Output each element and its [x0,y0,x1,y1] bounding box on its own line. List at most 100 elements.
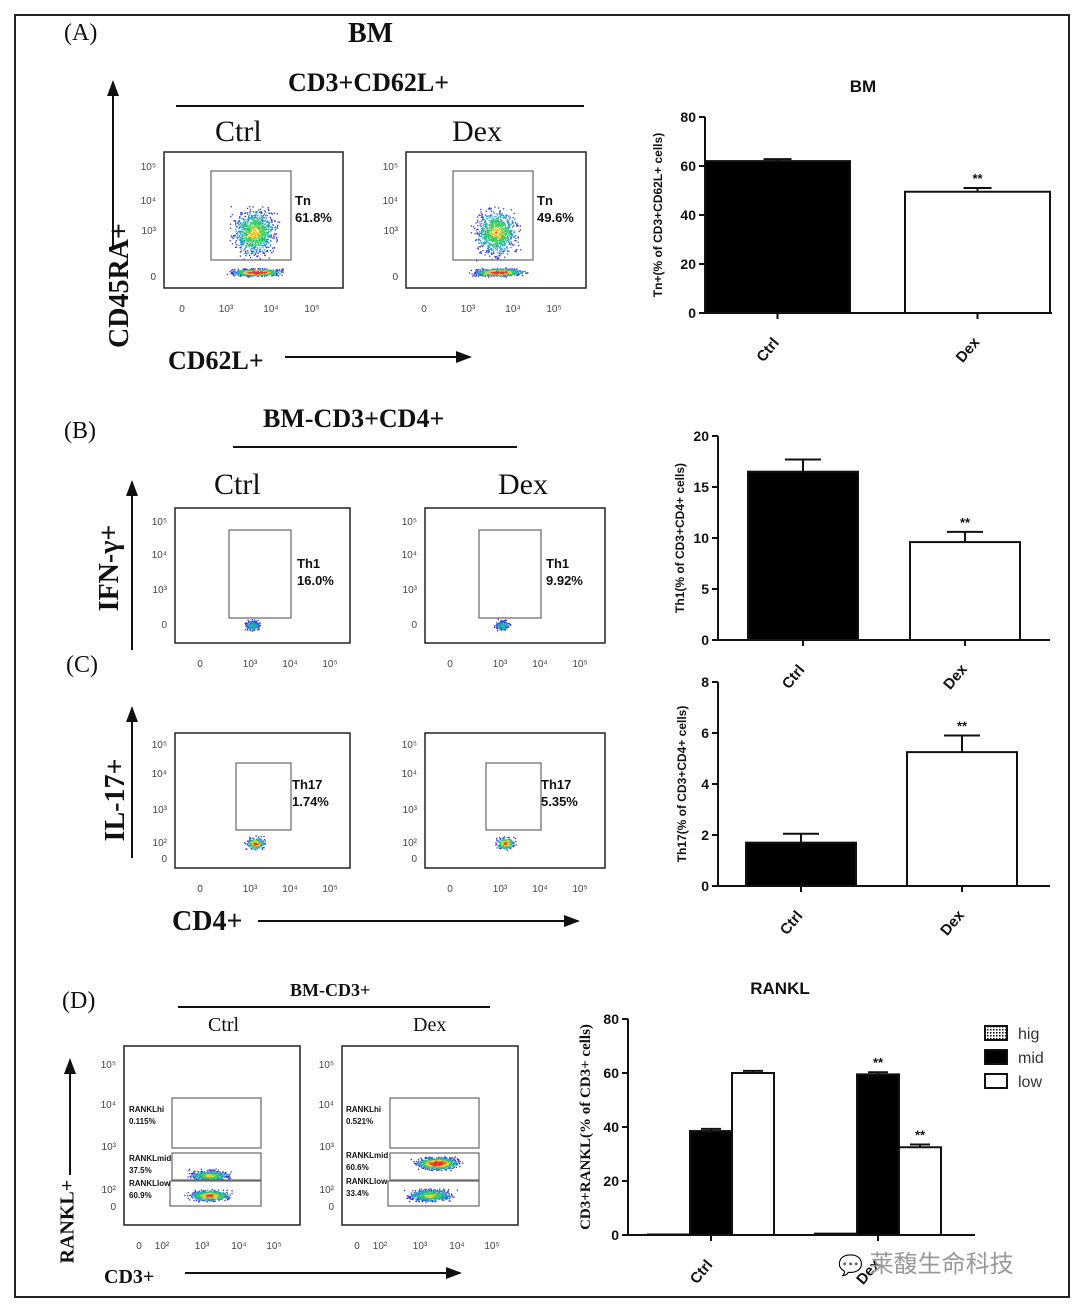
event-dot [478,273,480,276]
event-dot [505,269,507,272]
event-dot [263,843,265,846]
event-dot [211,1175,213,1177]
event-dot [256,219,259,221]
event-dot [233,270,235,273]
event-dot [489,215,491,218]
event-dot [507,226,509,229]
event-dot [219,1178,221,1180]
event-dot [202,1171,204,1173]
event-dot [265,274,267,276]
event-dot [516,274,518,277]
event-dot [249,843,251,845]
event-dot [507,273,510,275]
event-dot [248,254,251,257]
event-dot [212,1168,214,1171]
event-dot [250,229,252,231]
event-dot [497,274,499,276]
event-dot [496,247,499,249]
event-dot [510,274,512,276]
event-dot [222,1189,225,1192]
event-dot [507,222,509,224]
event-dot [496,244,498,247]
event-dot [505,267,507,269]
event-dot [500,219,503,221]
event-dot [263,220,265,222]
panel-c-plot-y-tick: 10⁵ [152,740,167,751]
event-dot [481,267,483,270]
event-dot [491,224,493,226]
event-dot [254,629,256,631]
event-dot [516,248,518,251]
event-dot [518,272,520,274]
event-dot [269,236,271,238]
event-dot [256,211,258,214]
event-dot [262,269,265,271]
event-dot [485,224,488,226]
event-dot [255,845,258,848]
event-dot [251,268,254,270]
event-dot [491,229,494,231]
event-dot [496,213,498,215]
event-dot [520,273,522,275]
event-dot [264,840,266,842]
event-dot [259,227,262,229]
event-dot [216,1172,218,1174]
event-dot [489,207,491,209]
event-dot [265,271,267,274]
event-dot [506,246,508,248]
event-dot [515,841,517,843]
event-dot [502,236,505,238]
event-dot [210,1176,212,1178]
event-dot [261,239,264,242]
event-dot [494,232,496,234]
event-dot [493,274,496,276]
event-dot [498,240,501,242]
event-dot [263,272,265,274]
event-dot [251,250,253,253]
event-dot [507,234,509,236]
event-dot [264,234,266,237]
event-dot [251,840,254,842]
event-dot [252,217,254,219]
event-dot [251,274,253,277]
event-dot [497,242,499,244]
event-dot [482,270,485,272]
event-dot [511,222,513,224]
event-dot [503,236,506,238]
event-dot [498,224,500,226]
event-dot [263,231,266,233]
event-dot [478,246,480,248]
event-dot [210,1174,212,1177]
event-dot [264,235,266,238]
event-dot [242,275,245,277]
event-dot [497,273,499,275]
event-dot [245,274,248,276]
event-dot [281,270,283,272]
event-dot [273,235,275,238]
event-dot [488,269,490,271]
event-dot [499,234,501,236]
event-dot [490,239,492,241]
event-dot [259,231,261,233]
event-dot [244,241,246,243]
event-dot [516,269,518,271]
event-dot [260,250,262,252]
event-dot [243,231,245,233]
event-dot [511,271,513,273]
event-dot [521,272,523,274]
event-dot [239,272,242,274]
event-dot [501,240,504,243]
event-dot [265,217,267,219]
event-dot [241,243,243,245]
event-dot [496,236,499,238]
event-dot [248,239,251,241]
event-dot [487,237,490,240]
event-dot [513,212,515,215]
event-dot [502,239,505,241]
event-dot [507,229,509,232]
event-dot [251,621,254,623]
event-dot [480,216,483,219]
event-dot [259,236,261,238]
event-dot [252,222,254,225]
event-dot [254,221,256,224]
